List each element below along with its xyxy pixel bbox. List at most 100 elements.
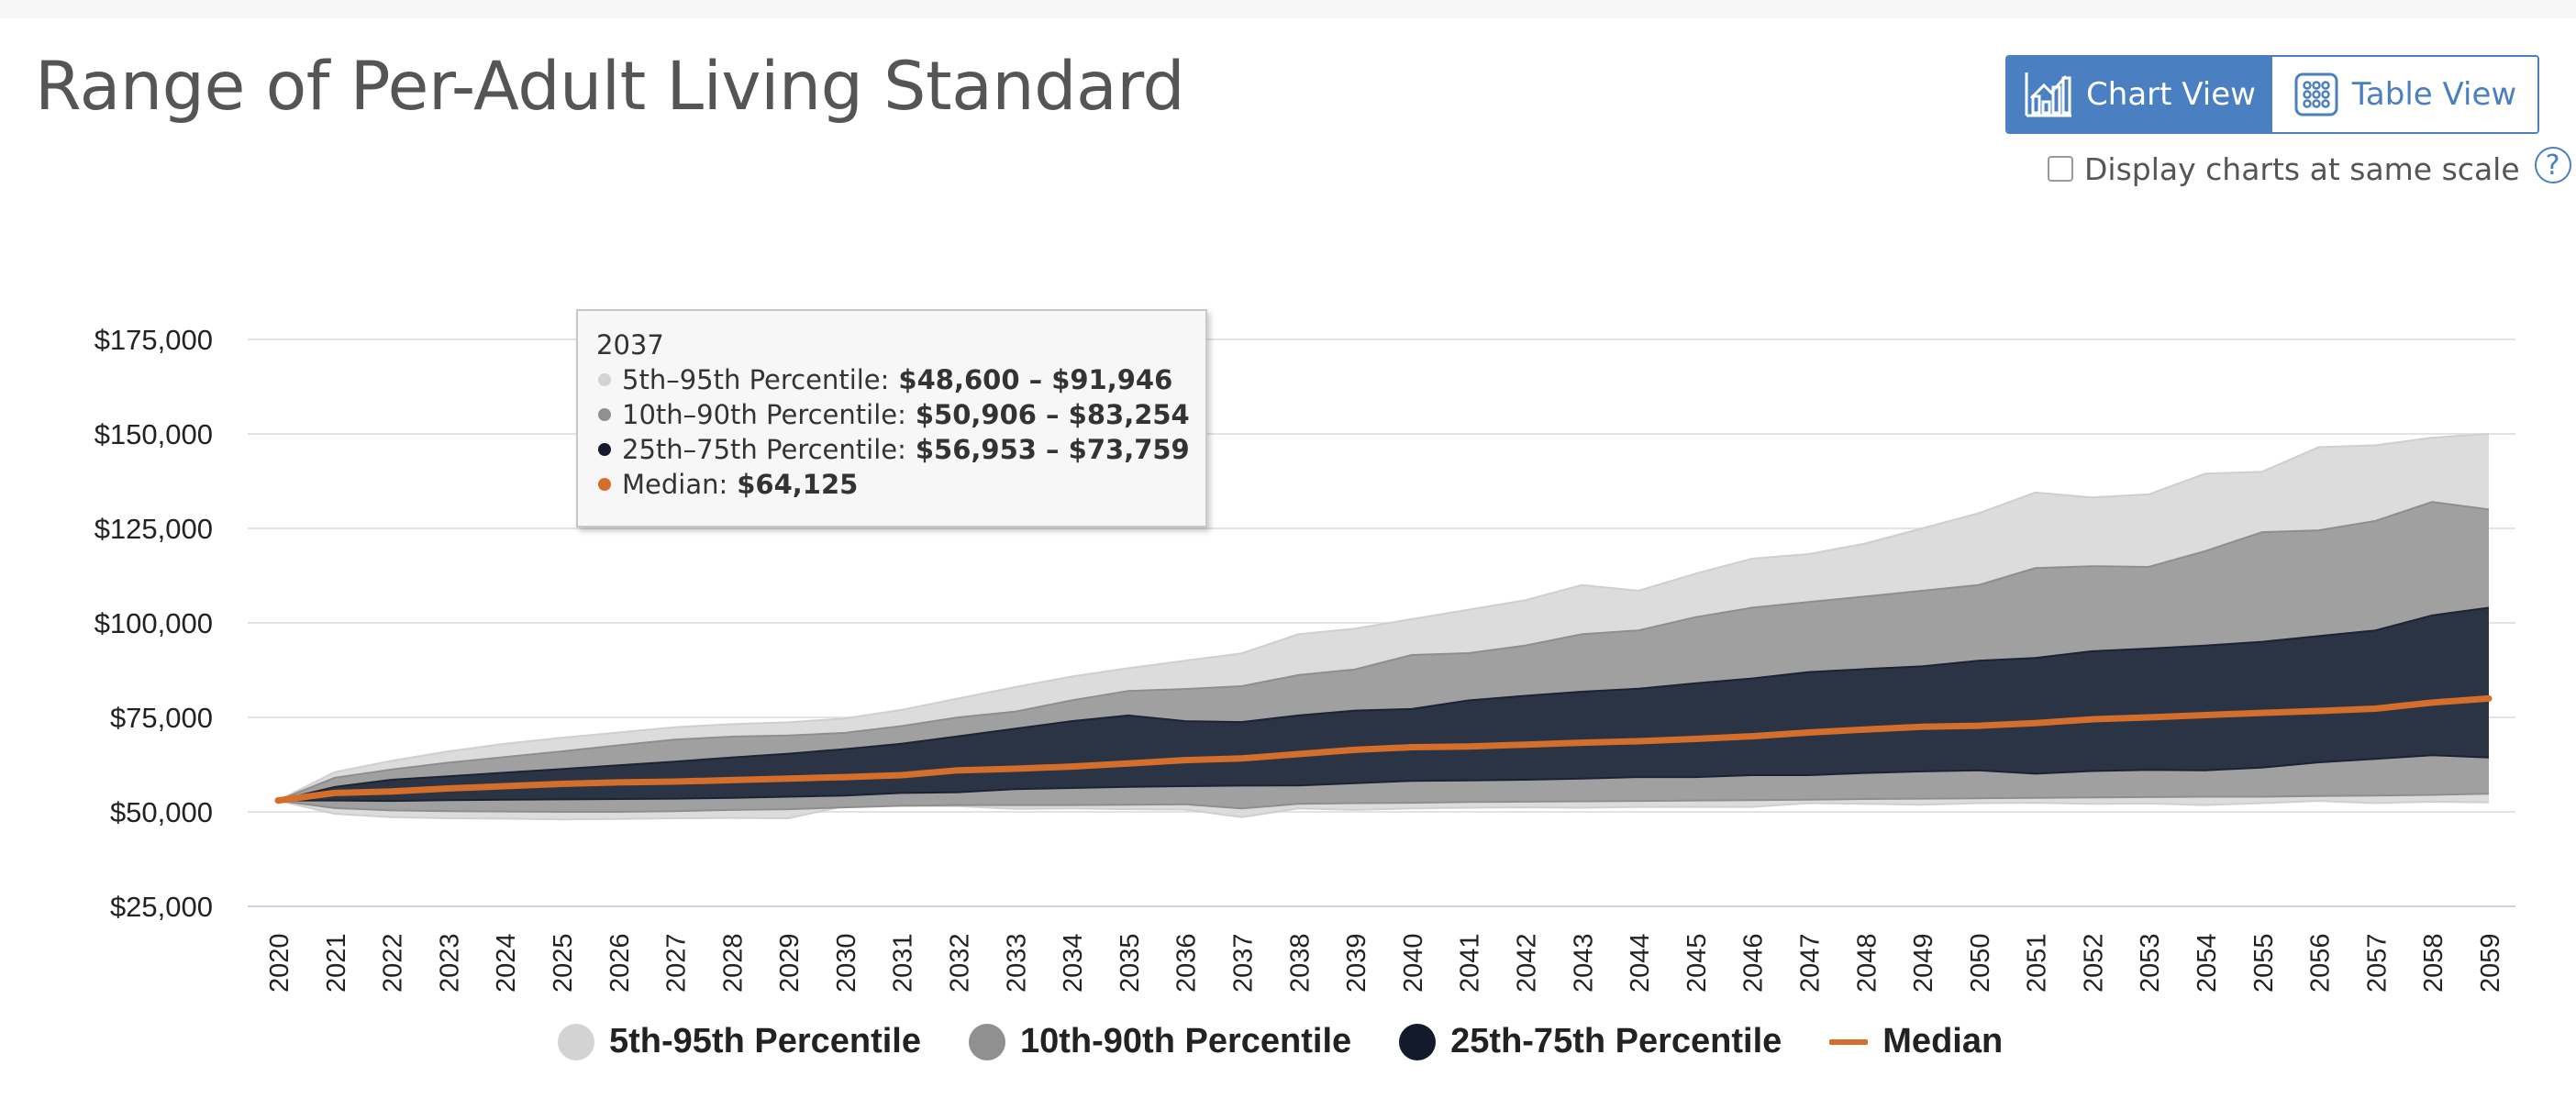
legend-swatch-5-95 xyxy=(558,1023,594,1060)
legend-label-median: Median xyxy=(1882,1022,2004,1060)
grid-icon xyxy=(2293,72,2339,117)
tooltip-year: 2037 xyxy=(596,329,664,361)
legend-item-25-75[interactable]: 25th-75th Percentile xyxy=(1399,1022,1782,1061)
x-tick-label: 2053 xyxy=(2136,933,2165,993)
tooltip-dot-median xyxy=(598,478,611,491)
x-tick-label: 2036 xyxy=(1172,933,1202,993)
x-tick-label: 2026 xyxy=(605,933,635,993)
x-tick-label: 2041 xyxy=(1456,933,1485,993)
table-view-label: Table View xyxy=(2351,76,2517,113)
x-tick-label: 2051 xyxy=(2023,933,2052,993)
tooltip-dot-25-75 xyxy=(598,443,611,456)
help-icon[interactable]: ? xyxy=(2534,147,2571,183)
tooltip-dot-5-95 xyxy=(598,373,611,386)
legend-swatch-median xyxy=(1829,1038,1869,1045)
x-tick-label: 2058 xyxy=(2419,933,2448,993)
x-tick-label: 2024 xyxy=(492,933,521,993)
tooltip-dot-10-90 xyxy=(598,408,611,421)
tooltip-value-5-95: $48,600 – $91,946 xyxy=(898,364,1173,395)
x-tick-label: 2023 xyxy=(435,933,464,993)
x-tick-label: 2028 xyxy=(718,933,748,993)
tooltip-value-10-90: $50,906 – $83,254 xyxy=(915,399,1190,430)
bar-chart-icon xyxy=(2024,71,2073,118)
band-5-95-upper-edge xyxy=(277,433,2490,802)
y-tick-label: $25,000 xyxy=(110,891,213,923)
tooltip-row-25-75: 25th–75th Percentile: $56,953 – $73,759 xyxy=(596,432,1205,467)
x-tick-label: 2040 xyxy=(1399,933,1428,993)
chart-tooltip: 2037 5th–95th Percentile: $48,600 – $91,… xyxy=(576,309,1207,527)
x-tick-label: 2048 xyxy=(1852,933,1882,993)
x-tick-label: 2031 xyxy=(889,933,918,993)
legend-item-median[interactable]: Median xyxy=(1829,1022,2003,1061)
x-tick-label: 2042 xyxy=(1512,933,1541,993)
x-tick-label: 2057 xyxy=(2362,933,2392,993)
y-tick-label: $175,000 xyxy=(94,324,213,356)
same-scale-option: Display charts at same scale ? xyxy=(2048,147,2571,187)
y-tick-label: $125,000 xyxy=(94,513,213,545)
x-tick-label: 2021 xyxy=(322,933,351,993)
band-25-75-lower-edge xyxy=(278,754,2490,803)
view-toggle: Chart View Table View xyxy=(2005,55,2539,134)
same-scale-label[interactable]: Display charts at same scale xyxy=(2084,150,2520,187)
x-tick-label: 2039 xyxy=(1342,933,1371,993)
x-tick-label: 2052 xyxy=(2079,933,2108,993)
legend-item-5-95[interactable]: 5th-95th Percentile xyxy=(558,1022,921,1061)
legend-label-5-95: 5th-95th Percentile xyxy=(609,1022,921,1060)
x-tick-label: 2035 xyxy=(1116,933,1145,993)
x-tick-label: 2050 xyxy=(1966,933,1995,993)
x-tick-label: 2033 xyxy=(1002,933,1031,993)
tooltip-row-5-95: 5th–95th Percentile: $48,600 – $91,946 xyxy=(596,362,1205,397)
x-tick-label: 2022 xyxy=(379,933,408,993)
x-tick-label: 2059 xyxy=(2476,933,2505,993)
legend-label-10-90: 10th-90th Percentile xyxy=(1020,1022,1352,1060)
same-scale-checkbox[interactable] xyxy=(2048,156,2073,182)
x-tick-label: 2054 xyxy=(2193,933,2222,993)
x-tick-label: 2055 xyxy=(2249,933,2279,993)
band-5-95-lower-edge xyxy=(277,799,2490,821)
band-10-90-lower-edge xyxy=(277,793,2490,813)
chart-legend: 5th-95th Percentile 10th-90th Percentile… xyxy=(558,1022,2003,1061)
page-title: Range of Per-Adult Living Standard xyxy=(35,48,1185,126)
y-tick-label: $150,000 xyxy=(94,418,213,450)
y-tick-label: $100,000 xyxy=(94,607,213,639)
y-tick-label: $50,000 xyxy=(110,796,213,828)
x-tick-label: 2037 xyxy=(1229,933,1259,993)
x-tick-label: 2043 xyxy=(1569,933,1598,993)
axis-layer: $25,000 $50,000 $75,000 $100,000 $125,000 $15… xyxy=(94,324,2515,993)
x-tick-label: 2049 xyxy=(1909,933,1938,993)
median-line[interactable] xyxy=(274,694,2493,805)
x-tick-label: 2046 xyxy=(1739,933,1769,993)
band-25-75-upper-edge xyxy=(277,606,2490,802)
chart-view-button[interactable]: Chart View xyxy=(2007,57,2272,132)
tooltip-label-median: Median: xyxy=(622,469,728,500)
band-25-75[interactable] xyxy=(278,607,2489,802)
x-tick-label: 2030 xyxy=(832,933,861,993)
x-tick-label: 2034 xyxy=(1059,933,1088,993)
x-tick-label: 2027 xyxy=(662,933,692,993)
table-view-button[interactable]: Table View xyxy=(2272,57,2537,132)
x-tick-label: 2029 xyxy=(775,933,805,993)
chart-view-label: Chart View xyxy=(2086,76,2256,113)
x-tick-label: 2038 xyxy=(1285,933,1315,993)
legend-swatch-10-90 xyxy=(969,1023,1005,1060)
x-tick-label: 2045 xyxy=(1682,933,1712,993)
x-tick-label: 2025 xyxy=(549,933,578,993)
x-tick-label: 2056 xyxy=(2306,933,2336,993)
tooltip-label-5-95: 5th–95th Percentile: xyxy=(622,364,890,395)
tooltip-value-25-75: $56,953 – $73,759 xyxy=(915,434,1190,465)
tooltip-row-median: Median: $64,125 xyxy=(596,467,1205,502)
tooltip-row-10-90: 10th–90th Percentile: $50,906 – $83,254 xyxy=(596,397,1205,432)
x-tick-label: 2044 xyxy=(1626,933,1655,993)
x-tick-label: 2020 xyxy=(265,933,294,993)
legend-swatch-25-75 xyxy=(1399,1023,1437,1060)
tooltip-label-25-75: 25th–75th Percentile: xyxy=(622,434,906,465)
y-tick-label: $75,000 xyxy=(110,702,213,734)
top-bar xyxy=(0,0,2576,18)
area-layer xyxy=(274,433,2493,821)
legend-item-10-90[interactable]: 10th-90th Percentile xyxy=(969,1022,1351,1061)
tooltip-value-median: $64,125 xyxy=(737,469,859,500)
legend-label-25-75: 25th-75th Percentile xyxy=(1450,1022,1782,1060)
x-tick-label: 2047 xyxy=(1795,933,1825,993)
tooltip-label-10-90: 10th–90th Percentile: xyxy=(622,399,906,430)
